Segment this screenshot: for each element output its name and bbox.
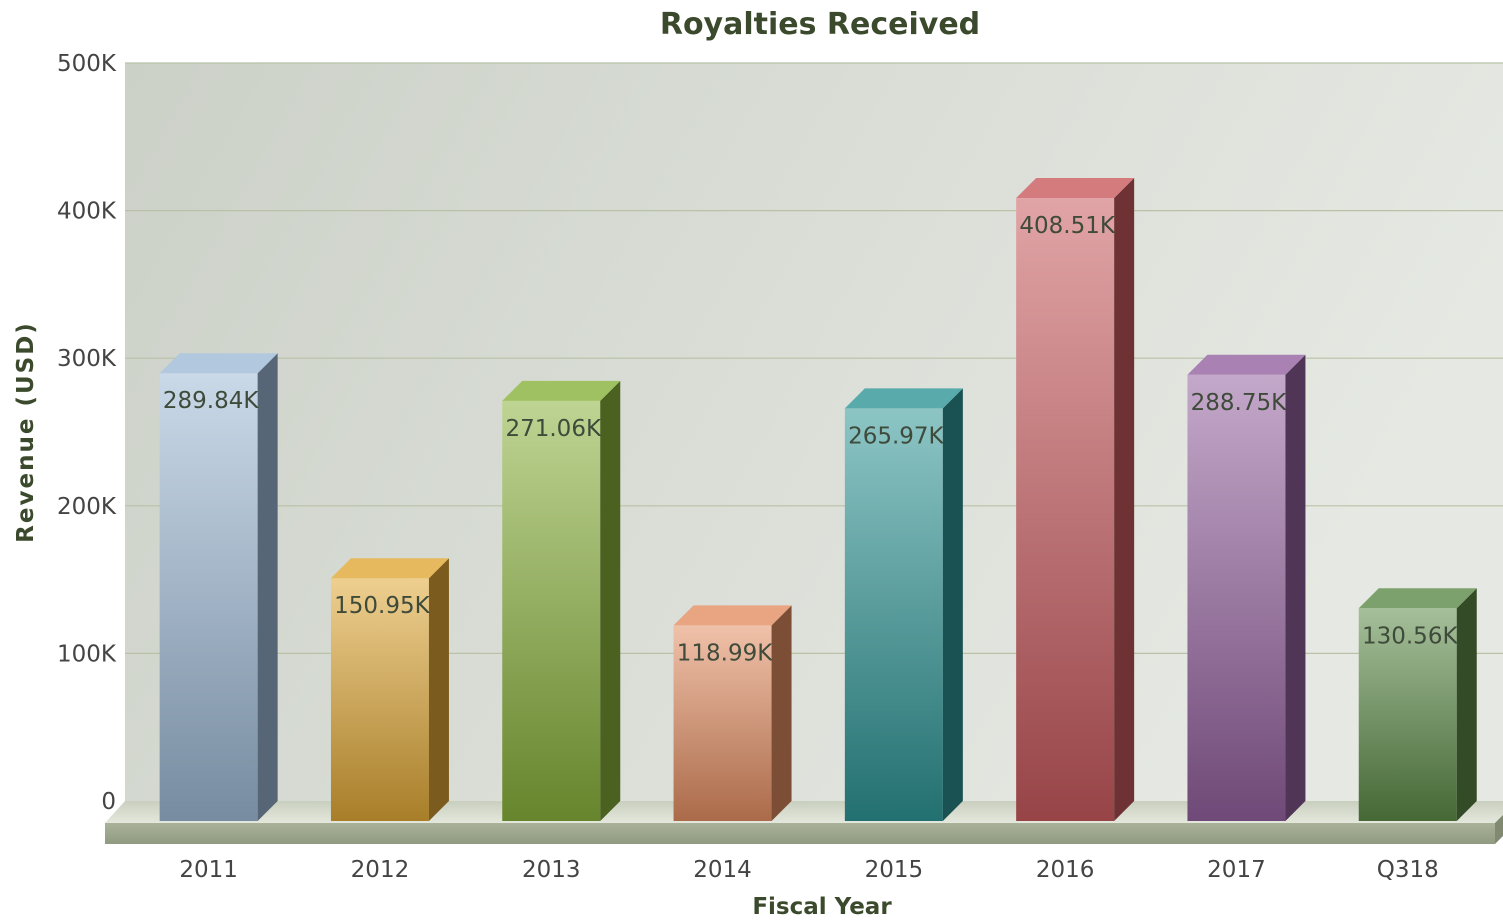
bar-top	[159, 353, 278, 374]
y-axis-title: Revenue (USD)	[13, 321, 39, 543]
x-tick-label: Q318	[1377, 857, 1439, 883]
bar-side	[1285, 354, 1306, 821]
x-axis-title: Fiscal Year	[752, 894, 892, 920]
bar-top	[330, 558, 449, 579]
y-tick-label: 0	[101, 789, 116, 815]
y-tick-label: 500K	[57, 51, 117, 77]
x-axis: 2011 2012 2013 2014 2015 2016 2017 Q318	[179, 857, 1438, 883]
bar-side	[257, 353, 278, 821]
bar-top	[844, 388, 963, 409]
bar-Q318	[1358, 588, 1477, 821]
data-label: 408.51K	[1019, 213, 1115, 239]
x-tick-label: 2017	[1207, 857, 1266, 883]
bar-side	[1456, 588, 1477, 821]
bar-side	[771, 605, 792, 821]
data-label: 288.75K	[1191, 390, 1287, 416]
bars: 289.84K 150.95K 271.06K 118.99K 265.97K 408.5…	[159, 178, 1477, 821]
bar-2017	[1187, 354, 1306, 821]
bar-front	[1187, 374, 1286, 821]
bar-front	[502, 400, 601, 821]
data-label: 271.06K	[505, 416, 601, 442]
bar-top	[1016, 178, 1135, 199]
bar-front	[330, 578, 429, 821]
bar-2011	[159, 353, 278, 821]
y-tick-label: 400K	[57, 199, 117, 225]
chart-base-side	[1495, 815, 1503, 844]
x-tick-label: 2014	[693, 857, 752, 883]
x-tick-label: 2016	[1036, 857, 1095, 883]
data-label: 118.99K	[677, 640, 773, 666]
y-tick-label: 100K	[57, 641, 117, 667]
bar-top	[673, 605, 792, 626]
bar-top	[1187, 354, 1306, 375]
y-axis: 0 100K 200K 300K 400K 500K	[57, 51, 117, 815]
bar-side	[428, 558, 449, 821]
y-tick-label: 200K	[57, 494, 117, 520]
bar-front	[1358, 608, 1457, 821]
bar-front	[159, 373, 258, 821]
bar-front	[1016, 198, 1115, 821]
bar-side	[600, 380, 621, 821]
data-label: 150.95K	[334, 593, 430, 619]
chart-floor	[105, 801, 1503, 823]
data-label: 289.84K	[163, 388, 259, 414]
bar-2016	[1016, 178, 1135, 821]
bar-2013	[502, 380, 621, 821]
x-tick-label: 2013	[522, 857, 581, 883]
y-tick-label: 300K	[57, 346, 117, 372]
x-tick-label: 2012	[351, 857, 410, 883]
bar-side	[942, 388, 963, 821]
chart-title: Royalties Received	[660, 7, 980, 42]
bar-top	[1358, 588, 1477, 609]
bar-front	[844, 408, 943, 821]
x-tick-label: 2015	[865, 857, 924, 883]
x-tick-label: 2011	[179, 857, 238, 883]
data-label: 130.56K	[1362, 623, 1458, 649]
bar-side	[1114, 178, 1135, 821]
bar-front	[673, 625, 772, 821]
bar-2014	[673, 605, 792, 821]
bar-2012	[330, 558, 449, 821]
chart-base	[105, 823, 1495, 844]
bar-top	[502, 380, 621, 401]
data-label: 265.97K	[848, 423, 944, 449]
bar-2015	[844, 388, 963, 821]
